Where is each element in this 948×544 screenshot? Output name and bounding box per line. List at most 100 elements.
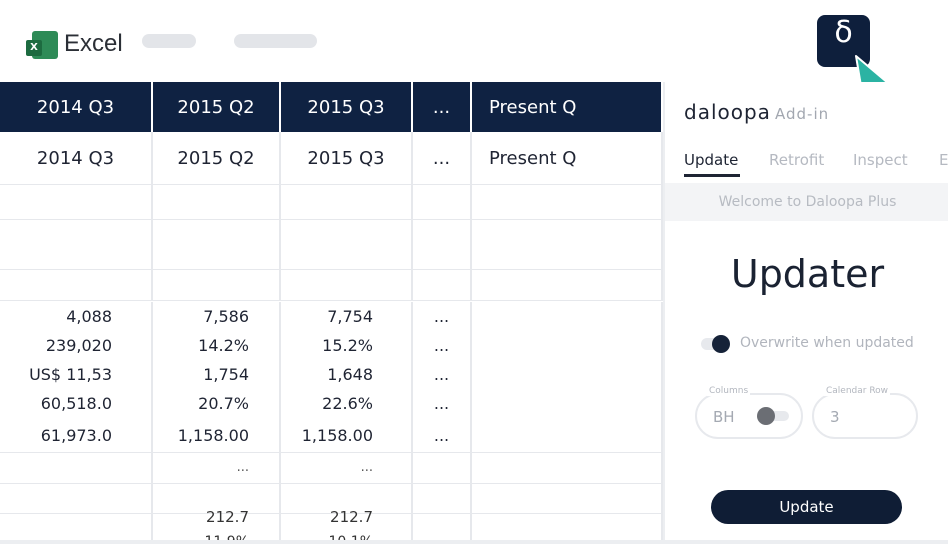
- table-cell[interactable]: [472, 269, 663, 300]
- table-cell[interactable]: 212.7 10.1%: [281, 508, 413, 544]
- update-button[interactable]: Update: [711, 490, 902, 524]
- table-cell[interactable]: ...: [281, 452, 413, 483]
- table-cell[interactable]: ...: [413, 389, 472, 418]
- app-title: Excel: [64, 30, 123, 57]
- table-cell[interactable]: US$ 11,53: [0, 360, 153, 389]
- table-cell[interactable]: [472, 302, 663, 331]
- table-cell[interactable]: [0, 483, 153, 513]
- table-cell[interactable]: [472, 483, 663, 513]
- table-cell[interactable]: 60,518.0: [0, 389, 153, 418]
- table-cell[interactable]: [0, 184, 153, 219]
- toggle-knob: [757, 407, 775, 425]
- table-cell[interactable]: 20.7%: [153, 389, 281, 418]
- table-cell[interactable]: 7,586: [153, 302, 281, 331]
- table-cell[interactable]: ...: [413, 360, 472, 389]
- partial-value: 212.7: [206, 508, 249, 526]
- partial-value: 212.7: [330, 508, 373, 526]
- table-cell[interactable]: [472, 331, 663, 360]
- table-row: ... ...: [0, 452, 663, 484]
- table-cell[interactable]: 1,754: [153, 360, 281, 389]
- table-row: 60,518.0 20.7% 22.6% ...: [0, 389, 663, 418]
- table-cell[interactable]: 61,973.0: [0, 418, 153, 452]
- tab-overflow[interactable]: E: [939, 151, 948, 169]
- table-cell[interactable]: 2015 Q3: [281, 132, 413, 184]
- table-cell[interactable]: [0, 452, 153, 483]
- column-header-row: 2014 Q3 2015 Q2 2015 Q3 ... Present Q: [0, 82, 663, 132]
- table-cell[interactable]: ...: [413, 132, 472, 184]
- table-cell[interactable]: [472, 452, 663, 483]
- table-cell[interactable]: 1,648: [281, 360, 413, 389]
- table-cell[interactable]: [153, 269, 281, 300]
- calendar-row-value: 3: [830, 408, 840, 426]
- table-cell[interactable]: 7,754: [281, 302, 413, 331]
- active-tab-indicator: [684, 174, 740, 177]
- table-cell[interactable]: [0, 269, 153, 300]
- column-header[interactable]: 2015 Q2: [153, 82, 281, 132]
- overwrite-toggle[interactable]: [701, 335, 730, 353]
- delta-icon: δ: [834, 15, 853, 50]
- spreadsheet-grid[interactable]: 2014 Q3 2015 Q2 2015 Q3 ... Present Q 20…: [0, 82, 663, 544]
- table-cell[interactable]: ...: [413, 302, 472, 331]
- bottom-divider: [0, 540, 948, 544]
- calendar-row-field[interactable]: Calendar Row 3: [812, 386, 918, 439]
- table-row: [0, 269, 663, 301]
- tab-retrofit[interactable]: Retrofit: [769, 151, 825, 169]
- welcome-banner: Welcome to Daloopa Plus: [665, 183, 948, 221]
- table-cell[interactable]: [0, 219, 153, 269]
- table-row: 2014 Q3 2015 Q2 2015 Q3 ... Present Q: [0, 132, 663, 185]
- table-cell[interactable]: Present Q: [472, 132, 663, 184]
- table-cell[interactable]: ...: [413, 331, 472, 360]
- table-row: [0, 483, 663, 514]
- daloopa-brand: daloopa: [684, 100, 771, 124]
- table-cell[interactable]: [472, 418, 663, 452]
- table-cell[interactable]: 22.6%: [281, 389, 413, 418]
- table-cell[interactable]: 212.7 11.9%: [153, 508, 281, 544]
- table-cell[interactable]: 4,088: [0, 302, 153, 331]
- toolbar-placeholder-1[interactable]: [142, 34, 196, 48]
- column-header[interactable]: Present Q: [472, 82, 663, 132]
- table-cell[interactable]: 15.2%: [281, 331, 413, 360]
- addin-label: Add-in: [775, 105, 830, 123]
- table-cell[interactable]: ...: [153, 452, 281, 483]
- table-cell[interactable]: [281, 483, 413, 513]
- table-cell[interactable]: 1,158.00: [153, 418, 281, 452]
- table-cell[interactable]: 14.2%: [153, 331, 281, 360]
- table-cell[interactable]: [472, 389, 663, 418]
- table-cell[interactable]: [472, 184, 663, 219]
- daloopa-addin-panel: daloopa Add-in Update Retrofit Inspect E…: [663, 82, 948, 544]
- table-cell[interactable]: [472, 513, 663, 544]
- table-cell[interactable]: [472, 219, 663, 269]
- columns-field[interactable]: Columns BH: [695, 386, 803, 439]
- column-header[interactable]: 2014 Q3: [0, 82, 153, 132]
- table-cell[interactable]: [153, 483, 281, 513]
- toolbar-placeholder-2[interactable]: [234, 34, 317, 48]
- table-cell[interactable]: [153, 219, 281, 269]
- table-cell[interactable]: [153, 184, 281, 219]
- table-cell[interactable]: ...: [413, 418, 472, 452]
- table-cell[interactable]: [281, 184, 413, 219]
- column-header[interactable]: ...: [413, 82, 472, 132]
- table-cell[interactable]: [413, 184, 472, 219]
- table-cell[interactable]: [413, 483, 472, 513]
- panel-heading: Updater: [730, 252, 885, 296]
- table-cell[interactable]: [281, 219, 413, 269]
- columns-toggle[interactable]: [757, 407, 789, 425]
- table-cell[interactable]: 1,158.00: [281, 418, 413, 452]
- table-cell[interactable]: 2015 Q2: [153, 132, 281, 184]
- table-cell[interactable]: [413, 513, 472, 544]
- table-row: 61,973.0 1,158.00 1,158.00 ...: [0, 418, 663, 453]
- cut-off-value: 11.9%: [204, 534, 249, 544]
- table-cell[interactable]: [472, 360, 663, 389]
- column-header[interactable]: 2015 Q3: [281, 82, 413, 132]
- table-cell[interactable]: 239,020: [0, 331, 153, 360]
- tab-inspect[interactable]: Inspect: [853, 151, 908, 169]
- columns-label: Columns: [707, 386, 751, 396]
- table-cell[interactable]: [281, 269, 413, 300]
- table-cell[interactable]: [413, 219, 472, 269]
- table-cell[interactable]: [0, 513, 153, 544]
- table-cell[interactable]: [413, 269, 472, 300]
- table-cell[interactable]: 2014 Q3: [0, 132, 153, 184]
- tab-update[interactable]: Update: [684, 151, 739, 169]
- daloopa-addin-button[interactable]: δ: [817, 15, 870, 67]
- table-cell[interactable]: [413, 452, 472, 483]
